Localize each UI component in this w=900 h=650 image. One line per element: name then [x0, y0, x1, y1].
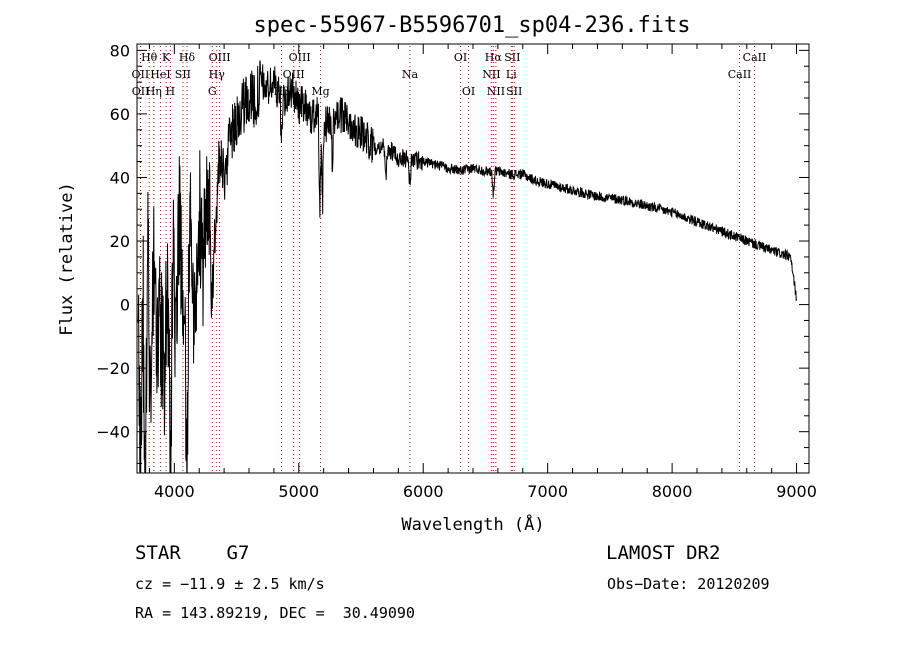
y-axis-label: Flux (relative): [57, 182, 77, 336]
marker-label: SII: [504, 51, 520, 64]
marker-label: Hθ: [141, 51, 158, 64]
x-tick-label: 4000: [154, 482, 195, 501]
x-tick-label: 9000: [776, 482, 817, 501]
y-tick-label: 0: [120, 296, 130, 315]
chart-title: spec-55967-B5596701_sp04-236.fits: [253, 13, 690, 38]
marker-label: Mg: [311, 85, 329, 98]
marker-label: Na: [402, 68, 419, 81]
marker-label: K: [162, 51, 171, 64]
y-axis-ticks: −40 −20 0 20 40 60 80: [96, 41, 809, 464]
marker-label: HeI: [150, 68, 170, 81]
x-tick-label: 7000: [527, 482, 568, 501]
marker-label: CaII: [728, 68, 752, 81]
marker-label: Hα: [485, 51, 503, 64]
marker-label: OII: [132, 85, 150, 98]
marker-label: Li: [506, 68, 517, 81]
marker-label: SII: [175, 68, 191, 81]
marker-label: CaII: [743, 51, 767, 64]
spectrum-series: [137, 60, 798, 474]
ra-dec: RA = 143.89219, DEC = 30.49090: [135, 604, 415, 622]
x-tick-label: 5000: [278, 482, 319, 501]
x-tick-label: 8000: [652, 482, 693, 501]
y-tick-label: −20: [96, 359, 130, 378]
y-tick-label: 60: [110, 105, 130, 124]
y-tick-label: 40: [110, 168, 130, 187]
spectrum-line: [137, 60, 798, 474]
x-axis-label: Wavelength (Å): [401, 513, 544, 535]
marker-label: SII: [506, 85, 522, 98]
marker-label: OI: [454, 51, 467, 64]
redshift-cz: cz = −11.9 ± 2.5 km/s: [135, 575, 325, 593]
marker-label: Hδ: [179, 51, 196, 64]
marker-label: Hη: [146, 85, 162, 98]
y-tick-label: 80: [110, 41, 130, 60]
marker-label: NII: [482, 68, 500, 81]
marker-label: H: [166, 85, 176, 98]
y-tick-label: 20: [110, 232, 130, 251]
marker-label: Hγ: [209, 68, 226, 81]
x-tick-label: 6000: [403, 482, 444, 501]
marker-label: OI: [462, 85, 475, 98]
marker-label: OIII: [283, 68, 305, 81]
y-tick-label: −40: [96, 423, 130, 442]
marker-label: OIII: [209, 51, 231, 64]
object-class: STAR G7: [135, 542, 250, 564]
survey-name: LAMOST DR2: [606, 542, 721, 564]
obs-date: Obs−Date: 20120209: [607, 575, 770, 593]
marker-label: NII: [487, 85, 505, 98]
marker-label: G: [208, 85, 217, 98]
marker-label: OIII: [289, 51, 311, 64]
x-axis-ticks: 4000 5000 6000 7000 8000 9000: [148, 44, 817, 501]
